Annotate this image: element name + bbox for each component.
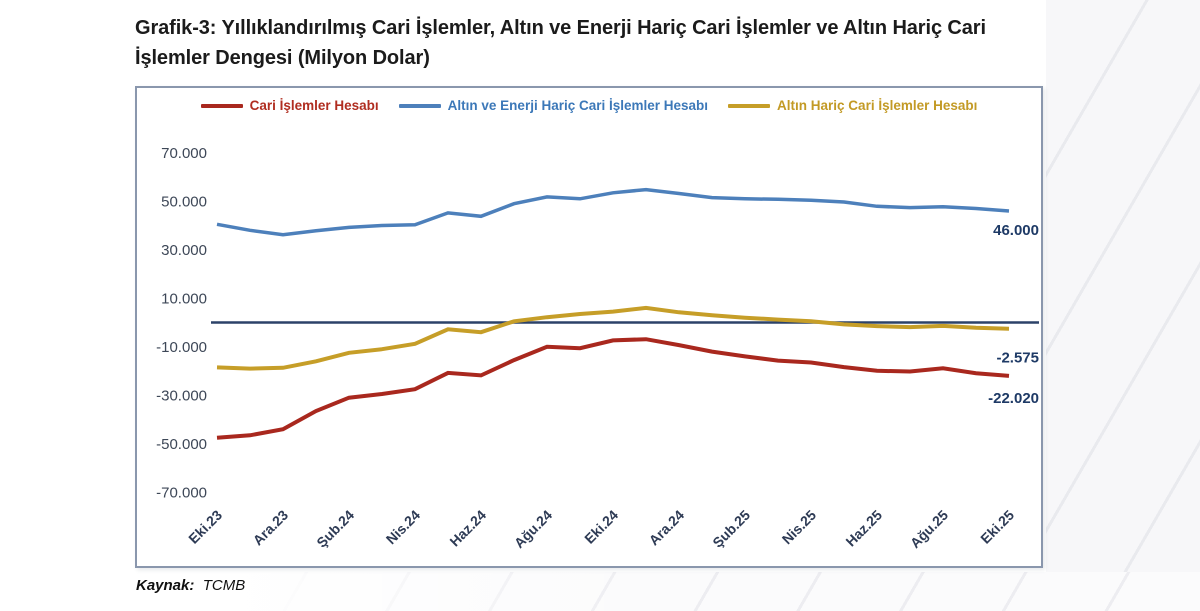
series-end-label-1: 46.000	[993, 222, 1039, 239]
x-axis-tick: Şub.24	[313, 507, 357, 551]
x-axis-tick: Nis.24	[383, 507, 424, 548]
x-axis-tick: Eki.24	[581, 507, 621, 547]
series-line-1	[216, 187, 1010, 237]
y-axis-tick: -30.000	[156, 387, 207, 404]
chart-title-line2: İşlemler Dengesi (Milyon Dolar)	[135, 47, 430, 69]
line-chart: 70.000 50.000 30.000 10.000 -10.000 -30.000 -5…	[156, 145, 1039, 551]
y-axis-tick: 70.000	[161, 145, 207, 162]
legend-label: Altın ve Enerji Hariç Cari İşlemler Hesa…	[447, 98, 709, 113]
x-axis-tick: Eki.23	[185, 507, 225, 547]
series-line-2	[216, 305, 1010, 371]
x-axis-tick: Şub.25	[709, 507, 753, 551]
series-end-label-0: -22.020	[988, 390, 1039, 407]
x-axis-tick: Nis.25	[779, 507, 820, 548]
chart-legend: Cari İşlemler Hesabı Altın ve Enerji Hari…	[137, 98, 1041, 113]
background-texture-right	[1046, 0, 1200, 611]
x-axis-tick: Ara.24	[646, 507, 688, 549]
series-line-0	[216, 337, 1010, 440]
chart-panel: Cari İşlemler Hesabı Altın ve Enerji Hari…	[135, 86, 1043, 568]
legend-item-2: Altın Hariç Cari İşlemler Hesabı	[728, 98, 977, 113]
legend-item-0: Cari İşlemler Hesabı	[200, 98, 379, 113]
y-axis-tick: 10.000	[161, 290, 207, 307]
legend-swatch-icon	[728, 103, 771, 108]
y-axis-tick: -50.000	[156, 436, 207, 453]
background-texture-bottom	[0, 572, 1200, 611]
source-label: Kaynak:	[136, 577, 195, 594]
x-axis-tick: Ara.23	[250, 507, 292, 549]
x-axis-tick: Ağu.25	[907, 507, 951, 551]
chart-title-line1: Grafik-3: Yıllıklandırılmış Cari İşlemle…	[135, 17, 986, 39]
legend-label: Altın Hariç Cari İşlemler Hesabı	[777, 98, 978, 113]
x-axis-tick: Haz.25	[842, 507, 885, 550]
x-axis-tick: Haz.24	[446, 507, 489, 550]
y-axis-tick: 50.000	[161, 193, 207, 210]
y-axis-tick: -70.000	[156, 484, 207, 501]
x-axis-tick: Eki.25	[977, 507, 1017, 547]
source-note: Kaynak: TCMB	[136, 577, 245, 594]
series-end-label-2: -2.575	[996, 350, 1039, 367]
legend-swatch-icon	[398, 103, 441, 108]
y-axis-tick: -10.000	[156, 339, 207, 356]
legend-swatch-icon	[200, 103, 243, 108]
legend-item-1: Altın ve Enerji Hariç Cari İşlemler Hesa…	[398, 98, 709, 113]
y-axis-tick: 30.000	[161, 242, 207, 259]
legend-label: Cari İşlemler Hesabı	[249, 98, 379, 113]
chart-title: Grafik-3: Yıllıklandırılmış Cari İşlemle…	[135, 13, 1050, 73]
x-axis-tick: Ağu.24	[511, 507, 555, 551]
source-text: TCMB	[202, 577, 246, 594]
